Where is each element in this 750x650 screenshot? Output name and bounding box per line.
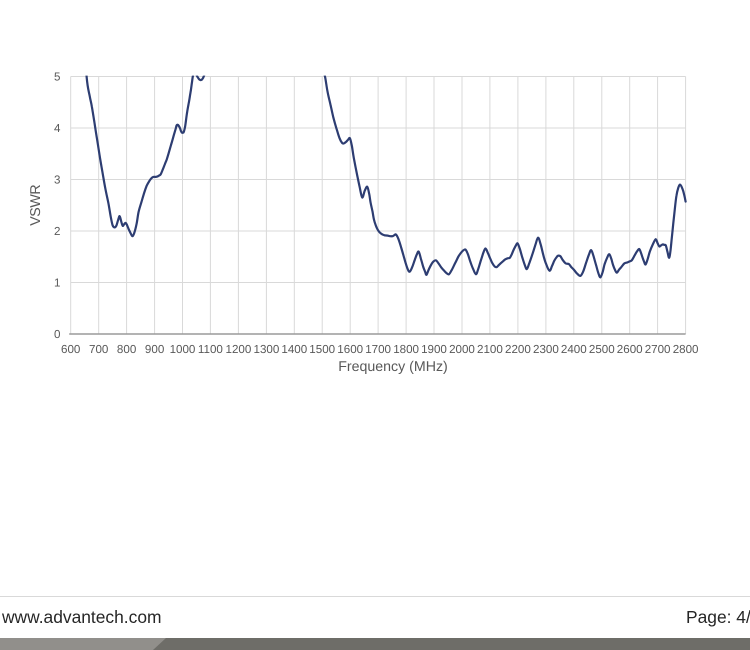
svg-text:700: 700 — [89, 343, 108, 356]
svg-text:600: 600 — [61, 343, 80, 356]
svg-text:1600: 1600 — [337, 343, 363, 356]
svg-text:4: 4 — [54, 122, 61, 135]
svg-text:1200: 1200 — [226, 343, 252, 356]
svg-text:2800: 2800 — [673, 343, 699, 356]
svg-text:2600: 2600 — [617, 343, 643, 356]
svg-text:2700: 2700 — [645, 343, 671, 356]
svg-text:1100: 1100 — [198, 343, 223, 356]
svg-text:0: 0 — [54, 328, 60, 341]
svg-text:3: 3 — [54, 174, 60, 187]
svg-text:2100: 2100 — [477, 343, 503, 356]
svg-text:2: 2 — [54, 225, 60, 238]
svg-text:900: 900 — [145, 343, 164, 356]
svg-text:1400: 1400 — [281, 343, 307, 356]
svg-text:2300: 2300 — [533, 343, 559, 356]
svg-text:800: 800 — [117, 343, 136, 356]
svg-text:2400: 2400 — [561, 343, 587, 356]
svg-text:1: 1 — [54, 277, 60, 290]
svg-text:1900: 1900 — [421, 343, 447, 356]
svg-text:5: 5 — [54, 71, 60, 84]
svg-text:VSWR: VSWR — [28, 185, 44, 226]
svg-text:1500: 1500 — [309, 343, 335, 356]
svg-text:2000: 2000 — [449, 343, 475, 356]
svg-text:1700: 1700 — [365, 343, 391, 356]
svg-text:2500: 2500 — [589, 343, 615, 356]
svg-text:1000: 1000 — [170, 343, 196, 356]
svg-text:1800: 1800 — [393, 343, 419, 356]
svg-text:Frequency (MHz): Frequency (MHz) — [338, 359, 448, 375]
svg-text:1300: 1300 — [254, 343, 280, 356]
svg-text:2200: 2200 — [505, 343, 531, 356]
